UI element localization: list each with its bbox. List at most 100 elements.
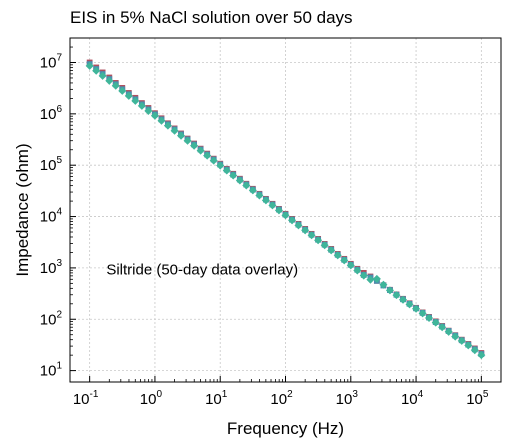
data-point: [327, 246, 336, 255]
data-point: [209, 156, 218, 165]
x-tick-base: 10: [401, 391, 418, 408]
data-point: [294, 221, 303, 230]
y-tick-base: 10: [40, 363, 57, 380]
y-tick-base: 10: [40, 106, 57, 123]
data-point: [385, 286, 394, 295]
data-point: [203, 151, 212, 160]
data-point: [131, 96, 140, 105]
x-tick-labels: 10-1 100 101 102 103 104 105: [73, 389, 489, 408]
data-point: [124, 91, 133, 100]
series-markers: [85, 59, 486, 360]
y-tick-exponent: 7: [56, 53, 62, 64]
x-tick-base: 10: [140, 391, 157, 408]
data-point: [425, 313, 434, 322]
data-point: [242, 181, 251, 190]
data-point: [98, 71, 107, 80]
y-tick-exponent: 6: [56, 104, 62, 115]
data-point: [366, 275, 375, 284]
data-point: [405, 300, 414, 309]
data-point: [307, 231, 316, 240]
data-point: [333, 251, 342, 260]
data-point: [301, 226, 310, 235]
axis-ticks: [70, 37, 502, 382]
y-tick-base: 10: [40, 209, 57, 226]
data-point: [268, 201, 277, 210]
y-tick-base: 10: [40, 157, 57, 174]
data-point: [418, 309, 427, 318]
x-tick-exponent: 0: [156, 389, 162, 400]
y-tick-label: 105: [40, 155, 63, 174]
x-tick-exponent: 2: [287, 389, 293, 400]
data-point: [451, 332, 460, 341]
data-point: [398, 295, 408, 304]
data-point: [216, 161, 225, 170]
x-tick-label: 105: [466, 389, 489, 408]
grid: [70, 38, 501, 382]
x-tick-base: 10: [205, 391, 222, 408]
x-tick-exponent: 5: [483, 389, 489, 400]
data-point: [346, 261, 355, 270]
data-point: [379, 280, 388, 289]
x-tick-exponent: -1: [90, 389, 99, 400]
y-tick-base: 10: [40, 55, 57, 72]
data-point: [431, 318, 440, 327]
data-point: [470, 346, 479, 355]
data-point: [222, 166, 231, 175]
data-point: [105, 76, 114, 85]
data-point: [464, 341, 473, 350]
data-point: [85, 61, 94, 70]
y-axis-label: Impedance (ohm): [13, 143, 32, 276]
y-tick-exponent: 5: [56, 155, 62, 166]
data-point: [111, 81, 120, 90]
y-tick-label: 101: [40, 361, 63, 380]
x-tick-label: 101: [205, 389, 228, 408]
data-point: [477, 351, 486, 360]
y-tick-exponent: 4: [56, 207, 62, 218]
y-tick-label: 104: [40, 207, 63, 226]
annotation-label: Siltride (50-day data overlay): [106, 261, 298, 278]
data-point: [392, 291, 401, 300]
x-tick-label: 103: [336, 389, 359, 408]
data-point: [261, 196, 270, 205]
x-tick-label: 102: [270, 389, 293, 408]
data-point: [163, 121, 172, 130]
data-point: [190, 141, 199, 150]
x-tick-label: 10-1: [73, 389, 99, 408]
data-point: [412, 304, 421, 313]
data-point: [288, 216, 297, 225]
x-tick-base: 10: [270, 391, 287, 408]
y-tick-label: 103: [40, 258, 63, 277]
data-point: [137, 101, 146, 110]
chart-title: EIS in 5% NaCl solution over 50 days: [70, 8, 353, 27]
data-point: [353, 266, 362, 275]
x-tick-label: 100: [140, 389, 163, 408]
data-point: [92, 66, 101, 75]
data-point: [340, 256, 349, 265]
y-tick-exponent: 3: [56, 258, 62, 269]
data-point: [118, 86, 127, 95]
y-tick-exponent: 1: [56, 361, 62, 372]
x-tick-base: 10: [73, 391, 90, 408]
data-point: [457, 336, 466, 345]
y-tick-label: 106: [40, 104, 63, 123]
data-point: [359, 271, 368, 280]
data-point: [281, 211, 290, 220]
data-point: [170, 126, 179, 135]
data-point: [157, 116, 166, 125]
data-point: [314, 236, 323, 245]
x-tick-base: 10: [466, 391, 483, 408]
data-point: [196, 146, 205, 155]
x-tick-label: 104: [401, 389, 424, 408]
data-point: [438, 323, 447, 332]
data-point: [177, 131, 186, 140]
y-tick-exponent: 2: [56, 309, 62, 320]
data-point: [229, 171, 238, 180]
y-tick-label: 107: [40, 53, 63, 72]
data-point: [320, 241, 329, 250]
series-3: [85, 61, 486, 360]
y-tick-label: 102: [40, 309, 63, 328]
data-point: [235, 176, 244, 185]
data-point: [255, 191, 264, 200]
